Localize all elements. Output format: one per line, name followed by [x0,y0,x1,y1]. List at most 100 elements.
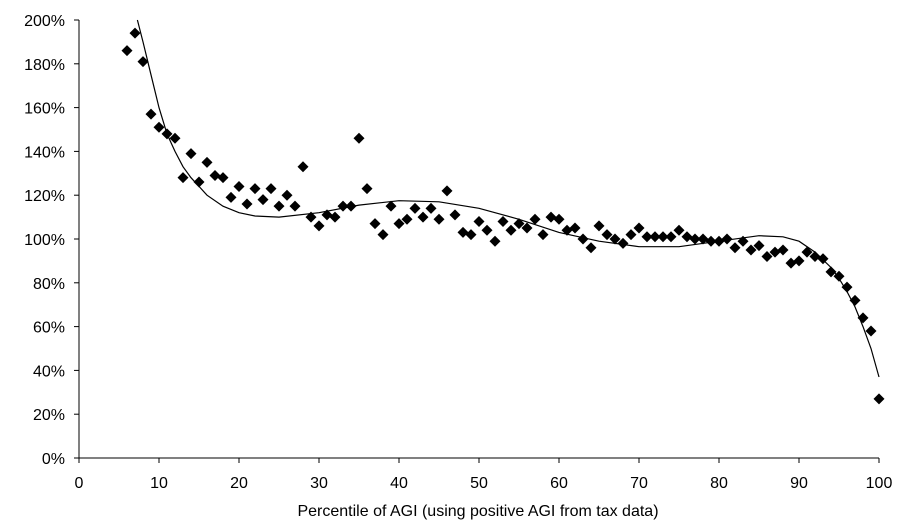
data-point [129,27,141,39]
data-point [361,183,373,195]
x-tick-label: 20 [230,475,248,492]
data-point [321,209,333,221]
x-tick-label: 90 [790,475,808,492]
x-axis-title: Percentile of AGI (using positive AGI fr… [297,503,658,520]
data-point [713,235,725,247]
data-point [737,235,749,247]
x-tick-label: 80 [710,475,728,492]
x-tick-label: 50 [470,475,488,492]
axes: 0% 20% 40% 60% 80% 100% 120% 140% 160% 180% 200% 0 1… [24,13,892,492]
data-point [649,231,661,243]
data-point [337,200,349,212]
x-tick-label: 40 [390,475,408,492]
x-tick-label: 0 [75,475,84,492]
data-point [145,108,157,120]
data-point [473,215,485,227]
data-point [377,229,389,241]
y-tick-label: 180% [24,57,65,74]
data-point [241,198,253,210]
data-point [865,325,877,337]
data-point [305,211,317,223]
data-point [601,229,613,241]
data-point [457,226,469,238]
data-point [409,202,421,214]
data-point [193,176,205,188]
y-tick-label: 140% [24,144,65,161]
data-point [153,121,165,133]
data-point [537,229,549,241]
data-point [417,211,429,223]
x-tick-label: 10 [150,475,168,492]
data-point [553,213,565,225]
x-tick-label: 70 [630,475,648,492]
data-point [177,172,189,184]
data-point [289,200,301,212]
data-point [297,161,309,173]
data-point [849,294,861,306]
data-point [577,233,589,245]
data-point [697,233,709,245]
data-point [665,231,677,243]
data-point [329,211,341,223]
data-point [225,191,237,203]
data-point [489,235,501,247]
data-point [809,251,821,263]
x-tick-label: 30 [310,475,328,492]
data-point [793,255,805,267]
data-point [721,233,733,245]
data-point [817,253,829,265]
data-point [369,218,381,230]
data-point [785,257,797,269]
y-tick-label: 80% [33,276,65,293]
data-point [641,231,653,243]
data-point [433,213,445,225]
x-tick-label: 100 [866,475,893,492]
data-point [657,231,669,243]
data-point [769,246,781,258]
data-point [353,132,365,144]
data-point [233,180,245,192]
data-point [833,270,845,282]
data-point [465,229,477,241]
data-point [841,281,853,293]
data-point [681,231,693,243]
data-point [561,224,573,236]
y-tick-label: 120% [24,188,65,205]
data-point [705,235,717,247]
data-point [521,222,533,234]
data-point [281,189,293,201]
data-point [529,213,541,225]
data-point [201,156,213,168]
data-point [441,185,453,197]
data-point [401,213,413,225]
y-tick-label: 160% [24,101,65,118]
data-point [497,215,509,227]
data-point [593,220,605,232]
data-point [873,393,885,405]
y-tick-label: 100% [24,232,65,249]
data-point [633,222,645,234]
data-point [121,45,133,57]
data-point [673,224,685,236]
data-point [617,237,629,249]
data-point [217,172,229,184]
data-point [745,244,757,256]
data-point [753,240,765,252]
data-point [545,211,557,223]
data-point [689,233,701,245]
data-point [585,242,597,254]
data-point [729,242,741,254]
data-point [257,194,269,206]
data-point [609,233,621,245]
data-point [801,246,813,258]
y-tick-label: 40% [33,363,65,380]
plot-area [121,19,885,405]
x-tick-label: 60 [550,475,568,492]
data-point [313,220,325,232]
data-point [265,183,277,195]
data-point [161,128,173,140]
y-tick-label: 60% [33,320,65,337]
data-point [505,224,517,236]
data-point [345,200,357,212]
